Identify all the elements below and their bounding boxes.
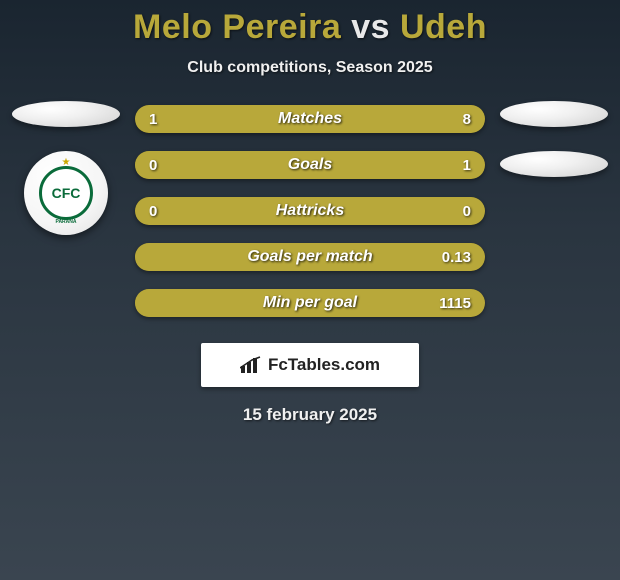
bar-label: Matches — [135, 110, 485, 128]
bar-label: Goals — [135, 156, 485, 174]
stat-bar: 0.13Goals per match — [135, 243, 485, 271]
player2-club-icon — [500, 151, 608, 177]
bar-label: Hattricks — [135, 202, 485, 220]
brand-box: FcTables.com — [201, 343, 419, 387]
bar-label: Goals per match — [135, 248, 485, 266]
comparison-main: ★ CFC PARANÁ 18Matches 01Goals 00Hattricks… — [0, 105, 620, 317]
vs-label: vs — [351, 8, 390, 46]
player1-flag-icon — [12, 101, 120, 127]
club-logo-text: CFC — [39, 166, 93, 220]
stat-bars: 18Matches 01Goals 00Hattricks 0.13Goals per… — [135, 105, 485, 317]
brand-chart-icon — [240, 356, 262, 374]
subtitle: Club competitions, Season 2025 — [0, 59, 620, 77]
stat-bar: 01Goals — [135, 151, 485, 179]
right-column — [494, 101, 614, 177]
player2-name: Udeh — [400, 8, 487, 46]
brand-text: FcTables.com — [268, 355, 380, 375]
date-label: 15 february 2025 — [0, 405, 620, 425]
player1-name: Melo Pereira — [133, 8, 341, 46]
bar-label: Min per goal — [135, 294, 485, 312]
star-icon: ★ — [62, 157, 71, 168]
player2-flag-icon — [500, 101, 608, 127]
player1-club-logo: ★ CFC PARANÁ — [24, 151, 108, 235]
stat-bar: 18Matches — [135, 105, 485, 133]
page-title: Melo Pereira vs Udeh — [0, 0, 620, 47]
stat-bar: 1115Min per goal — [135, 289, 485, 317]
stat-bar: 00Hattricks — [135, 197, 485, 225]
club-logo-banner: PARANÁ — [55, 219, 76, 225]
left-column: ★ CFC PARANÁ — [6, 101, 126, 235]
